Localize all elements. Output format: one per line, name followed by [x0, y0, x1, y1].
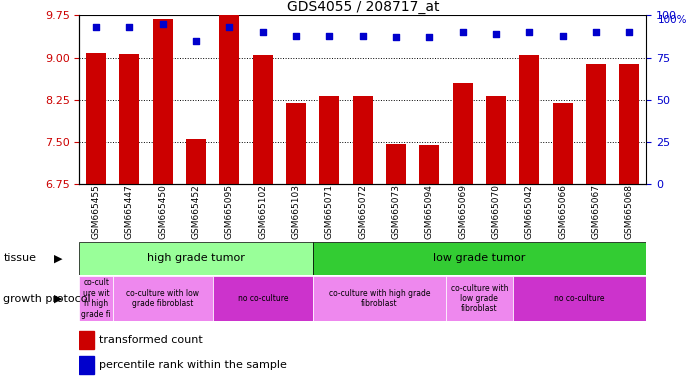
Bar [79, 331, 94, 349]
Text: GSM665103: GSM665103 [292, 184, 301, 239]
Bar [553, 103, 573, 184]
Text: transformed count: transformed count [100, 335, 203, 345]
Point [324, 33, 335, 39]
Point [491, 31, 502, 37]
Bar [520, 55, 540, 184]
Bar [419, 146, 439, 184]
Title: GDS4055 / 208717_at: GDS4055 / 208717_at [287, 0, 439, 14]
Bar [446, 276, 513, 321]
Point [557, 33, 568, 39]
Point [524, 29, 535, 35]
Point [124, 24, 135, 30]
Text: low grade tumor: low grade tumor [433, 253, 526, 263]
Bar [79, 356, 94, 374]
Point [158, 21, 169, 27]
Text: ▶: ▶ [54, 253, 62, 263]
Bar [113, 276, 213, 321]
Bar [253, 55, 273, 184]
Text: no co-culture: no co-culture [554, 294, 605, 303]
Text: co-culture with
low grade
fibroblast: co-culture with low grade fibroblast [451, 284, 508, 313]
Bar [313, 276, 446, 321]
Text: GSM665450: GSM665450 [158, 184, 167, 239]
Text: ▶: ▶ [54, 293, 62, 304]
Bar [220, 15, 240, 184]
Bar [353, 96, 372, 184]
Bar [486, 96, 506, 184]
Bar [186, 139, 206, 184]
Text: GSM665066: GSM665066 [558, 184, 567, 239]
Point [424, 34, 435, 40]
Bar [213, 276, 313, 321]
Text: GSM665042: GSM665042 [525, 184, 534, 239]
Text: co-culture with high grade
fibroblast: co-culture with high grade fibroblast [329, 289, 430, 308]
Text: tissue: tissue [3, 253, 37, 263]
Text: co-cult
ure wit
h high
grade fi: co-cult ure wit h high grade fi [82, 278, 111, 319]
Text: percentile rank within the sample: percentile rank within the sample [100, 360, 287, 370]
Bar [319, 96, 339, 184]
Bar [586, 65, 606, 184]
Bar [386, 144, 406, 184]
Text: GSM665452: GSM665452 [191, 184, 200, 239]
Bar [153, 19, 173, 184]
Text: growth protocol: growth protocol [3, 293, 91, 304]
Text: GSM665102: GSM665102 [258, 184, 267, 239]
Point [624, 29, 635, 35]
Bar [453, 83, 473, 184]
Point [390, 34, 401, 40]
Text: co-culture with low
grade fibroblast: co-culture with low grade fibroblast [126, 289, 199, 308]
Point [91, 24, 102, 30]
Text: GSM665068: GSM665068 [625, 184, 634, 239]
Text: GSM665070: GSM665070 [491, 184, 500, 239]
Text: GSM665067: GSM665067 [591, 184, 600, 239]
Text: GSM665073: GSM665073 [392, 184, 401, 239]
Text: 100%: 100% [657, 15, 687, 25]
Point [591, 29, 602, 35]
Bar [86, 53, 106, 184]
Text: GSM665447: GSM665447 [125, 184, 134, 239]
Bar [79, 276, 113, 321]
Text: GSM665071: GSM665071 [325, 184, 334, 239]
Text: GSM665094: GSM665094 [425, 184, 434, 239]
Point [224, 24, 235, 30]
Bar [313, 242, 646, 275]
Point [457, 29, 468, 35]
Point [191, 38, 202, 44]
Point [257, 29, 268, 35]
Text: GSM665095: GSM665095 [225, 184, 234, 239]
Bar [513, 276, 646, 321]
Bar [286, 103, 306, 184]
Text: no co-culture: no co-culture [238, 294, 288, 303]
Bar [79, 242, 313, 275]
Point [357, 33, 368, 39]
Bar [120, 54, 140, 184]
Point [291, 33, 302, 39]
Bar [619, 65, 639, 184]
Text: GSM665455: GSM665455 [92, 184, 101, 239]
Text: GSM665072: GSM665072 [358, 184, 368, 239]
Text: high grade tumor: high grade tumor [147, 253, 245, 263]
Text: GSM665069: GSM665069 [458, 184, 467, 239]
